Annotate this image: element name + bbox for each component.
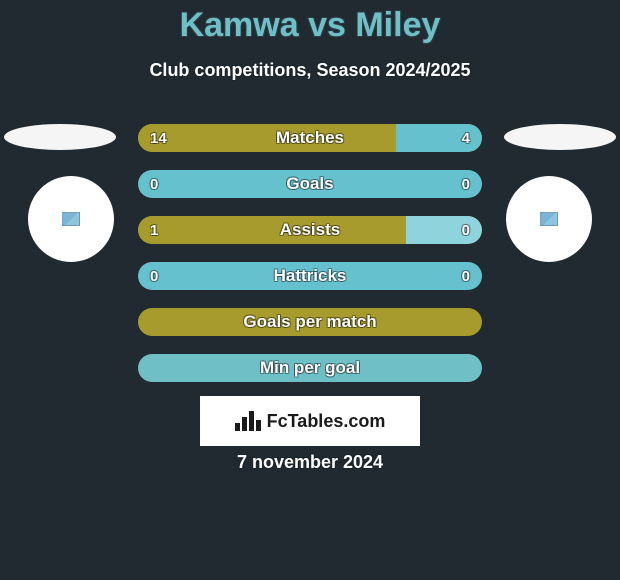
watermark-text: FcTables.com: [267, 411, 386, 432]
stat-bar: Assists1 0: [138, 216, 482, 244]
watermark: FcTables.com: [200, 396, 420, 446]
bar-value-left: 0: [150, 170, 158, 198]
bar-value-right: 0: [462, 216, 470, 244]
stat-bar: Min per goal: [138, 354, 482, 382]
bar-label: Matches: [138, 124, 482, 152]
comparison-bars: Matches144Goals00Assists10Hattricks00Goa…: [138, 124, 482, 400]
player-left-ellipse: [4, 124, 116, 150]
bar-value-left: 0: [150, 262, 158, 290]
player-left-crest: [28, 176, 114, 262]
crest-placeholder-icon: [62, 212, 80, 226]
bar-label: Assists: [138, 216, 482, 244]
bar-label: Min per goal: [138, 354, 482, 382]
comparison-infographic: Kamwa vs Miley Club competitions, Season…: [0, 0, 620, 580]
bar-label: Goals per match: [138, 308, 482, 336]
stat-bar: Matches14 4: [138, 124, 482, 152]
date-text: 7 november 2024: [0, 452, 620, 473]
bar-value-right: 0: [462, 262, 470, 290]
crest-placeholder-icon: [540, 212, 558, 226]
page-title: Kamwa vs Miley: [0, 6, 620, 45]
player-right-crest: [506, 176, 592, 262]
bar-value-right: 4: [462, 124, 470, 152]
stat-bar: Goals0 0: [138, 170, 482, 198]
subtitle: Club competitions, Season 2024/2025: [0, 60, 620, 81]
bar-value-left: 14: [150, 124, 167, 152]
stat-bar: Hattricks0 0: [138, 262, 482, 290]
bar-value-right: 0: [462, 170, 470, 198]
bar-label: Hattricks: [138, 262, 482, 290]
bar-label: Goals: [138, 170, 482, 198]
stat-bar: Goals per match: [138, 308, 482, 336]
player-right-ellipse: [504, 124, 616, 150]
bar-chart-icon: [235, 411, 261, 431]
bar-value-left: 1: [150, 216, 158, 244]
